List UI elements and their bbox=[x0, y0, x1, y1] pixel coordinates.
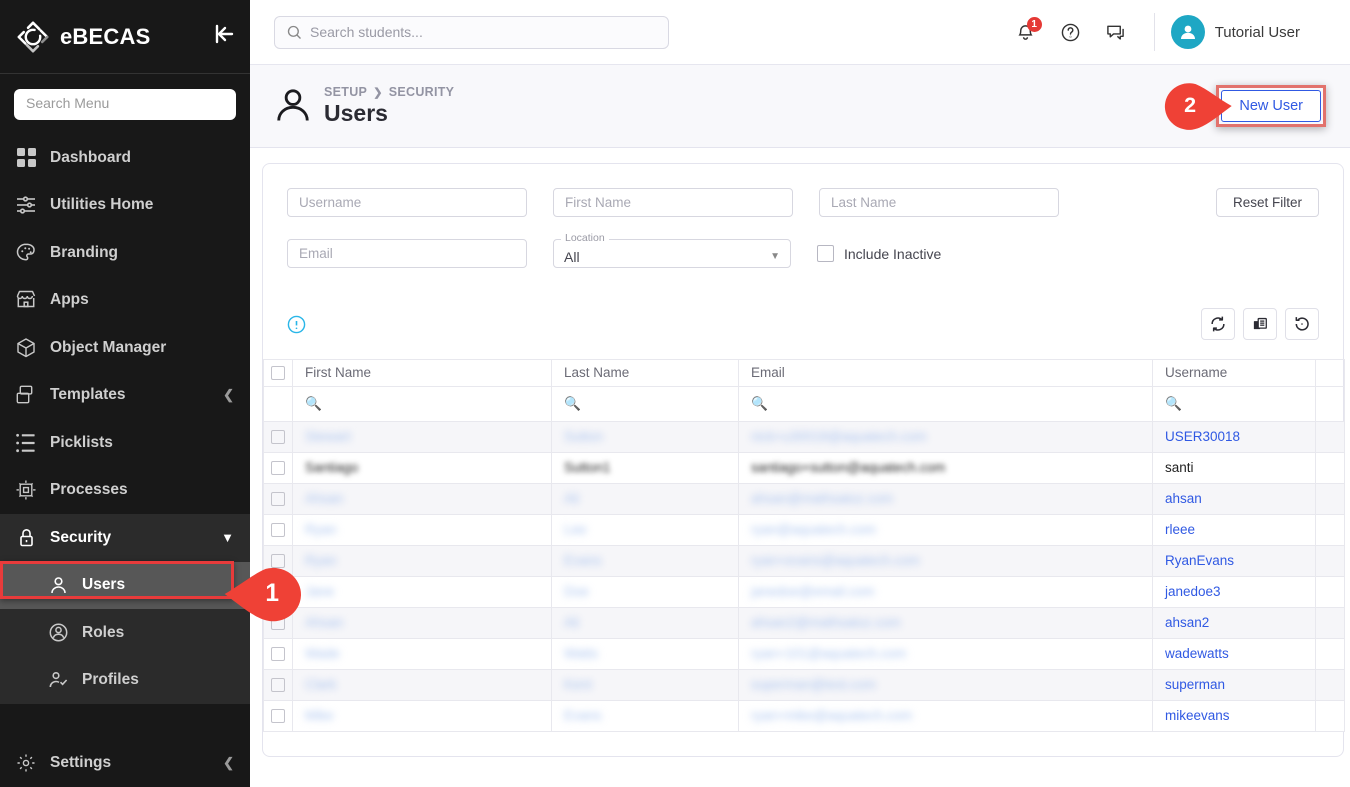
svg-text:1: 1 bbox=[265, 579, 279, 606]
svg-text:2: 2 bbox=[1185, 93, 1197, 117]
